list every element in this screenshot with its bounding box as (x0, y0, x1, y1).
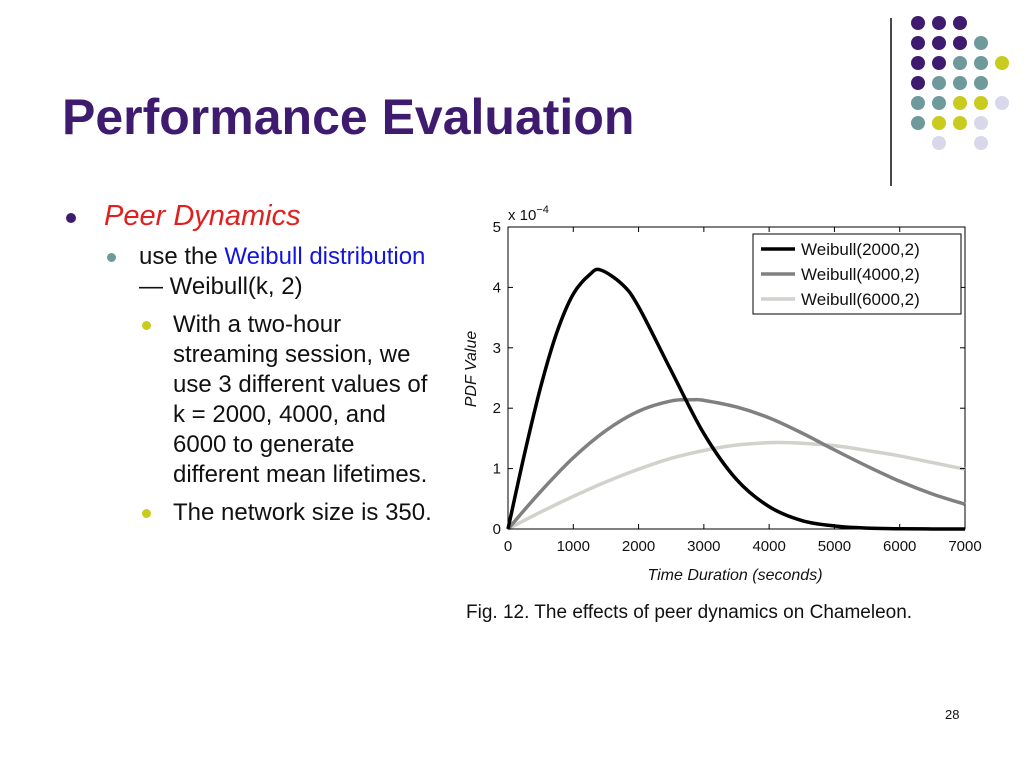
decorative-dot (911, 116, 925, 130)
decorative-dot (911, 96, 925, 110)
bullet-list: Peer Dynamics use the Weibull distributi… (60, 198, 440, 528)
weibull-pdf-chart: 0 1000 2000 3000 4000 5000 6000 7000 0 1 2 3 4 5 PDF … (463, 204, 982, 584)
decorative-dot (953, 116, 967, 130)
y-tick-label: 5 (493, 219, 501, 236)
bullet-level2: use the Weibull distribution — Weibull(k… (104, 242, 440, 302)
y-tick-label: 2 (493, 400, 501, 417)
chart-ylabel: PDF Value (463, 331, 480, 408)
weibull-distribution-link[interactable]: Weibull distribution (224, 243, 426, 270)
slide-title: Performance Evaluation (62, 89, 635, 145)
decorative-dot (974, 56, 988, 70)
bullet-level2-prefix: use the (139, 243, 218, 270)
series-line-weibull-6000-2 (507, 440, 966, 531)
decorative-dot (974, 96, 988, 110)
decorative-dot (932, 136, 946, 150)
page-number: 28 (945, 707, 960, 722)
decorative-dot (911, 36, 925, 50)
bullet-dot-icon (107, 253, 116, 262)
x-tick-label: 4000 (752, 538, 785, 555)
x-tick-label: 5000 (818, 538, 851, 555)
legend-label: Weibull(2000,2) (801, 240, 920, 259)
decorative-dot (932, 76, 946, 90)
bullet-dot-icon (66, 213, 76, 223)
x-tick-label: 1000 (557, 538, 590, 555)
x-tick-label: 6000 (883, 538, 916, 555)
x-tick-label: 7000 (948, 538, 981, 555)
decorative-dot (974, 136, 988, 150)
x-tick-label: 0 (504, 538, 512, 555)
figure-caption: Fig. 12. The effects of peer dynamics on… (466, 602, 913, 623)
decorative-dot (953, 96, 967, 110)
x-tick-label: 2000 (622, 538, 655, 555)
chart-legend: Weibull(2000,2) Weibull(4000,2) Weibull(60… (752, 233, 962, 315)
bullet-level3: The network size is 350. (139, 498, 433, 528)
decorative-dot (953, 76, 967, 90)
bullet-dot-icon (142, 321, 151, 330)
decorative-dot (932, 116, 946, 130)
decorative-dot (911, 56, 925, 70)
decorative-dot (995, 96, 1009, 110)
chart-ticks: 0 1000 2000 3000 4000 5000 6000 7000 0 1 2 3 4 5 (493, 219, 982, 555)
bullet-level3-text: The network size is 350. (173, 499, 432, 526)
decorative-dot (932, 16, 946, 30)
decorative-dot (974, 116, 988, 130)
series-line-weibull-2000-2 (506, 267, 966, 531)
series-line-weibull-4000-2 (506, 397, 966, 531)
bullet-level1: Peer Dynamics (60, 198, 440, 234)
chart-xlabel: Time Duration (seconds) (647, 567, 822, 584)
x-tick-label: 3000 (687, 538, 720, 555)
decorative-dot (974, 36, 988, 50)
decorative-dot (995, 56, 1009, 70)
bullet-level1-text: Peer Dynamics (104, 200, 301, 232)
bullet-level3: With a two-hour streaming session, we us… (139, 310, 433, 490)
legend-label: Weibull(6000,2) (801, 290, 920, 309)
y-tick-label: 3 (493, 340, 501, 357)
decorative-dot (932, 36, 946, 50)
decorative-dot (911, 76, 925, 90)
decorative-dot (953, 16, 967, 30)
decorative-dot (953, 36, 967, 50)
decorative-dot (974, 76, 988, 90)
legend-label: Weibull(4000,2) (801, 265, 920, 284)
chart-series-lines (506, 267, 966, 531)
decorative-dot (911, 16, 925, 30)
decorative-dot (953, 56, 967, 70)
y-tick-label: 1 (493, 461, 501, 478)
bullet-dot-icon (142, 509, 151, 518)
bullet-level2-suffix: — Weibull(k, 2) (139, 273, 303, 300)
chart-y-multiplier: x 10−4 (508, 204, 549, 224)
bullet-level3-text: With a two-hour streaming session, we us… (173, 311, 428, 488)
y-tick-label: 4 (493, 279, 501, 296)
y-tick-label: 0 (493, 521, 501, 538)
decorative-divider-line (890, 18, 892, 186)
decorative-dot (932, 96, 946, 110)
decorative-dot (932, 56, 946, 70)
